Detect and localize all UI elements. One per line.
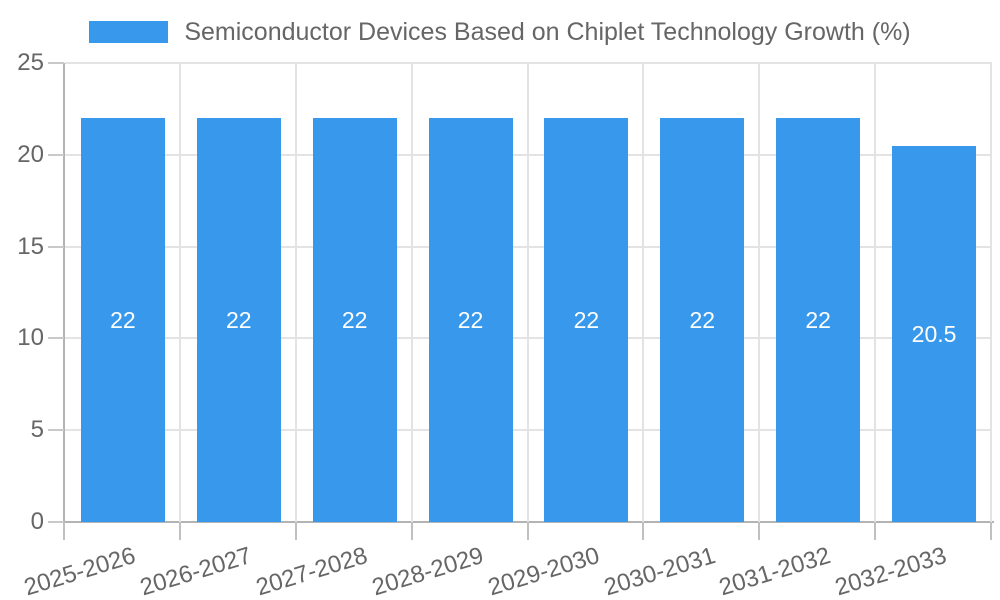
gridline-vertical (294, 63, 297, 522)
x-axis-tick-label: 2025-2026 (21, 542, 139, 600)
legend: Semiconductor Devices Based on Chiplet T… (0, 18, 1000, 46)
bar-value-label: 22 (689, 307, 716, 334)
x-tick-mark (758, 522, 761, 540)
x-axis-tick-label: 2031-2032 (716, 542, 835, 600)
bar-value-label: 22 (341, 307, 368, 334)
x-axis-tick-label: 2030-2031 (600, 542, 719, 600)
gridline-horizontal (65, 429, 992, 432)
gridline-vertical (758, 63, 761, 522)
y-tick-mark (48, 429, 64, 432)
x-axis-tick-label: 2027-2028 (252, 542, 371, 600)
x-tick-mark (526, 522, 529, 540)
gridline-vertical (642, 63, 645, 522)
bar-value-label: 20.5 (911, 320, 957, 347)
y-tick-mark (48, 62, 64, 64)
x-axis-tick-label: 2028-2029 (368, 542, 487, 600)
bar-value-label: 22 (457, 307, 484, 334)
bar-value-label: 22 (110, 307, 136, 334)
gridline-horizontal (65, 62, 992, 64)
bar[interactable] (892, 145, 977, 522)
legend-label: Semiconductor Devices Based on Chiplet T… (184, 18, 911, 46)
gridline-vertical (874, 63, 877, 522)
y-axis-tick-label: 20 (17, 140, 44, 168)
y-axis-tick-label: 15 (17, 232, 44, 260)
gridline-vertical (990, 63, 992, 522)
y-tick-mark (48, 337, 64, 340)
bar[interactable] (776, 118, 861, 522)
gridline-vertical (410, 63, 413, 522)
bar-value-label: 22 (573, 307, 600, 334)
gridline-horizontal (65, 153, 992, 156)
bar[interactable] (196, 118, 281, 522)
y-axis-tick-label: 10 (17, 324, 44, 352)
x-tick-mark (642, 522, 645, 540)
x-axis-tick-label: 2029-2030 (484, 542, 603, 600)
x-axis-line (63, 521, 994, 523)
gridline-horizontal (65, 245, 992, 248)
y-axis-tick-label: 5 (30, 416, 44, 444)
x-tick-mark (63, 522, 65, 540)
y-axis-line (63, 63, 65, 522)
bar-value-label: 22 (226, 307, 252, 334)
bar[interactable] (312, 118, 397, 522)
y-axis-tick-label: 25 (17, 49, 44, 76)
y-tick-mark (48, 245, 64, 248)
bar-value-label: 22 (805, 307, 831, 334)
y-tick-mark (48, 153, 64, 156)
x-axis-tick-label: 2032-2033 (832, 542, 950, 600)
bar[interactable] (660, 118, 745, 522)
gridline-vertical (526, 63, 529, 522)
x-tick-mark (874, 522, 877, 540)
y-axis-tick-label: 0 (30, 508, 44, 535)
legend-item[interactable]: Semiconductor Devices Based on Chiplet T… (89, 18, 911, 46)
x-tick-mark (410, 522, 413, 540)
legend-swatch (89, 21, 169, 43)
bar[interactable] (80, 118, 165, 522)
bar[interactable] (544, 118, 629, 522)
y-tick-mark (48, 521, 64, 523)
gridline-vertical (178, 63, 181, 522)
x-axis-tick-label: 2026-2027 (137, 542, 255, 600)
gridline-horizontal (65, 337, 992, 340)
x-tick-mark (294, 522, 297, 540)
x-tick-mark (178, 522, 181, 540)
bar[interactable] (428, 118, 513, 522)
x-tick-mark (990, 522, 992, 540)
